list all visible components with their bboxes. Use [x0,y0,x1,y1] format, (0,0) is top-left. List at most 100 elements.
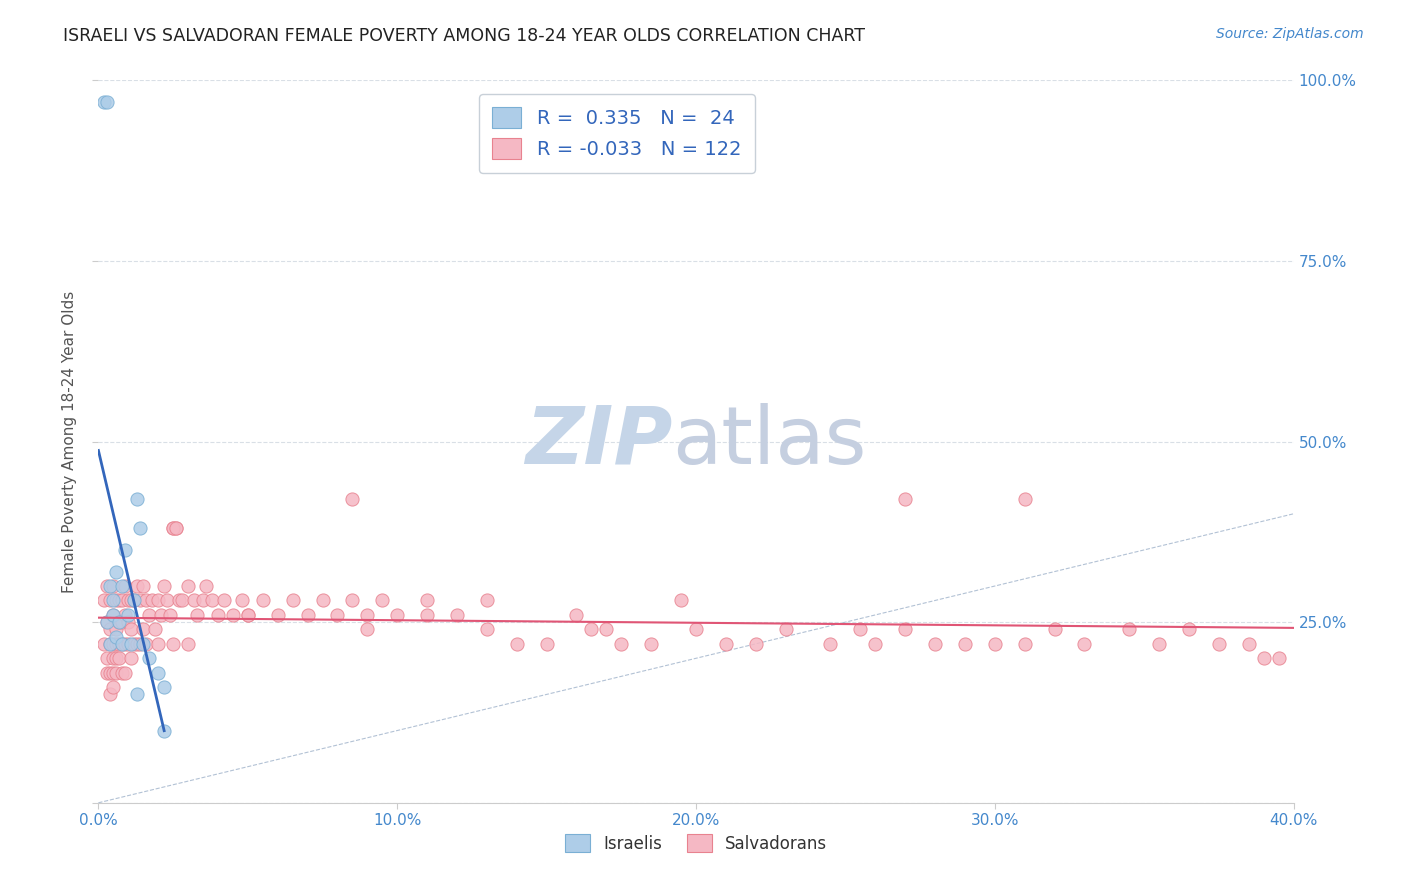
Point [201,593,224,607]
Point [117,607,139,622]
Point [1118,623,1140,637]
Point [135,637,157,651]
Point [141,593,163,607]
Point [96,651,118,665]
Point [98,637,122,651]
Point [111,637,134,651]
Point [177,579,200,593]
Point [207,607,229,622]
Point [231,593,253,607]
Point [148,593,170,607]
Point [1253,651,1275,665]
Point [162,521,184,535]
Point [416,607,439,622]
Point [416,593,439,607]
Point [120,623,142,637]
Point [1267,651,1289,665]
Point [297,607,319,622]
Text: ISRAELI VS SALVADORAN FEMALE POVERTY AMONG 18-24 YEAR OLDS CORRELATION CHART: ISRAELI VS SALVADORAN FEMALE POVERTY AMO… [63,27,865,45]
Point [103,680,125,694]
Point [685,623,707,637]
Point [984,637,1007,651]
Point [212,593,235,607]
Point [114,637,136,651]
Point [165,521,187,535]
Point [132,579,155,593]
Point [117,637,139,651]
Point [385,607,409,622]
Point [356,607,378,622]
Point [105,637,128,651]
Point [105,651,128,665]
Point [148,637,170,651]
Point [849,623,872,637]
Point [105,630,128,644]
Point [96,579,118,593]
Point [148,665,170,680]
Point [191,593,214,607]
Point [236,607,259,622]
Point [103,579,125,593]
Point [153,723,176,738]
Point [745,637,768,651]
Point [93,637,115,651]
Point [96,615,118,630]
Point [111,615,134,630]
Text: Source: ZipAtlas.com: Source: ZipAtlas.com [1216,27,1364,41]
Point [120,637,142,651]
Text: atlas: atlas [672,402,866,481]
Point [105,623,128,637]
Point [143,623,166,637]
Point [371,593,394,607]
Point [96,615,118,630]
Point [183,593,205,607]
Point [342,593,364,607]
Point [93,593,115,607]
Point [129,521,152,535]
Point [565,607,588,622]
Point [162,637,184,651]
Point [124,593,146,607]
Point [108,637,131,651]
Point [96,95,118,109]
Legend: Israelis, Salvadorans: Israelis, Salvadorans [558,828,834,860]
Point [127,492,149,507]
Point [475,593,498,607]
Point [162,521,184,535]
Point [108,615,131,630]
Point [714,637,737,651]
Point [1014,637,1036,651]
Point [103,607,125,622]
Point [98,637,122,651]
Point [93,95,115,109]
Point [103,593,125,607]
Point [865,637,887,651]
Point [775,623,797,637]
Point [103,665,125,680]
Point [114,607,136,622]
Point [953,637,976,651]
Point [894,492,917,507]
Point [167,593,190,607]
Point [98,579,122,593]
Point [165,521,187,535]
Point [127,637,149,651]
Point [924,637,946,651]
Point [103,651,125,665]
Point [127,687,149,701]
Point [98,687,122,701]
Point [1014,492,1036,507]
Point [356,623,378,637]
Point [111,593,134,607]
Point [536,637,558,651]
Point [135,593,157,607]
Point [129,637,152,651]
Point [132,637,155,651]
Point [640,637,662,651]
Point [103,607,125,622]
Point [111,579,134,593]
Point [172,593,194,607]
Point [159,607,181,622]
Point [98,593,122,607]
Point [117,593,139,607]
